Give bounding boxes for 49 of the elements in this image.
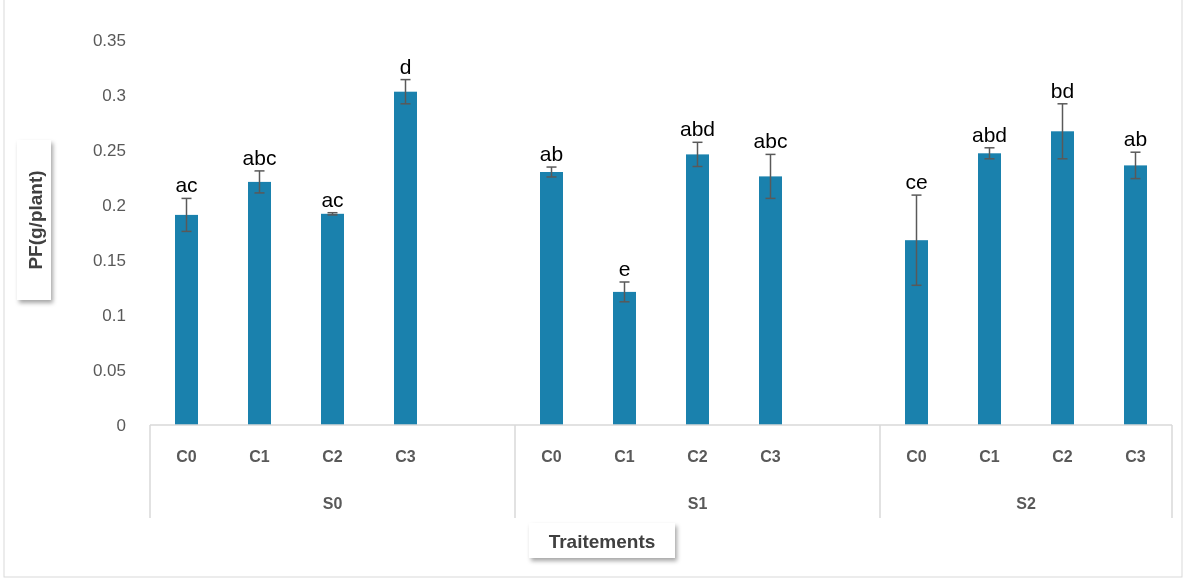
bar	[321, 213, 344, 425]
text: S1	[687, 494, 708, 512]
data-label: bd	[1050, 78, 1075, 102]
x-tick-label: C3	[760, 447, 781, 465]
y-tick-label: 0	[116, 415, 126, 435]
x-tick-label: C2	[1052, 447, 1073, 465]
x-tick-label: C2	[322, 447, 343, 465]
x-tick-label: C3	[1125, 447, 1146, 465]
x-tick-label: C1	[614, 447, 635, 465]
x-tick-label: C1	[979, 447, 1000, 465]
x-tick-label: C0	[541, 447, 562, 465]
bar	[175, 214, 198, 425]
y-tick-label: 0.15	[92, 250, 126, 270]
data-label: abc	[242, 145, 277, 169]
data-label: ce	[905, 170, 928, 194]
x-axis-title: Traitements	[548, 530, 656, 552]
x-tick-label: C1	[249, 447, 270, 465]
text: S0	[322, 494, 343, 512]
data-label: d	[399, 54, 412, 78]
data-label: abd	[971, 122, 1008, 146]
bar	[248, 181, 271, 425]
bar	[1124, 165, 1147, 425]
x-tick-label: C2	[687, 447, 708, 465]
data-label: e	[618, 257, 631, 280]
data-label: ac	[321, 187, 344, 211]
x-tick-label: C0	[906, 447, 927, 465]
y-tick-label: 0.2	[102, 195, 126, 215]
bar	[905, 240, 928, 425]
y-tick-label: 0.05	[92, 360, 126, 380]
bar	[978, 153, 1001, 425]
data-label: abc	[753, 129, 788, 153]
data-label: ac	[175, 173, 198, 197]
bar	[1051, 131, 1074, 425]
text: S2	[1016, 494, 1036, 512]
x-tick-label: C3	[395, 447, 416, 465]
y-axis-title: PF(g/plant)	[24, 170, 46, 270]
y-tick-label: 0.25	[92, 140, 126, 160]
data-label: ab	[539, 142, 564, 166]
data-label: abd	[679, 117, 716, 141]
bar	[613, 291, 636, 425]
bar	[394, 91, 417, 425]
bar	[686, 154, 709, 425]
bar	[759, 176, 782, 425]
bar	[540, 172, 563, 425]
y-tick-label: 0.1	[102, 305, 126, 325]
x-tick-label: C0	[176, 447, 197, 465]
y-tick-label: 0.35	[92, 30, 126, 50]
data-label: ab	[1123, 127, 1148, 151]
y-tick-label: 0.3	[102, 85, 126, 105]
